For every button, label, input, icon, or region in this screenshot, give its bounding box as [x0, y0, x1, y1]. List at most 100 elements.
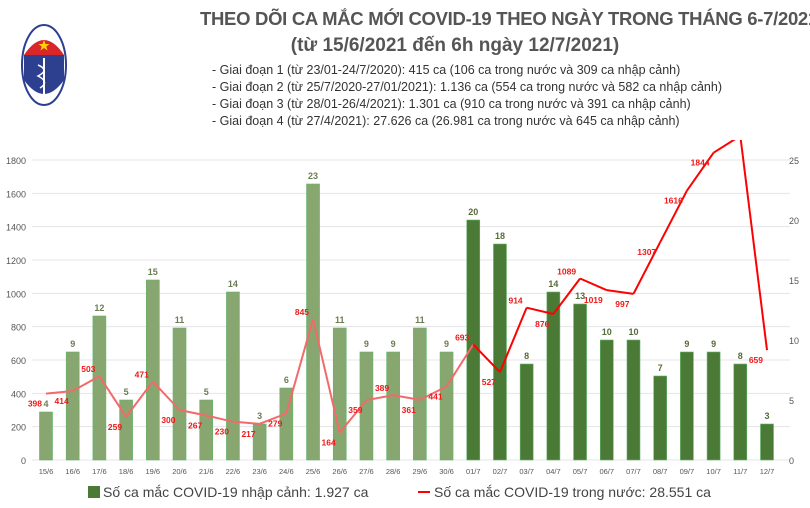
line-label: 217: [241, 429, 255, 439]
line-label: 1019: [584, 295, 603, 305]
bar: [146, 279, 160, 461]
left-axis-tick: 1600: [6, 189, 26, 199]
line-label: 527: [482, 377, 496, 387]
bar-label: 13: [575, 291, 585, 301]
left-axis-tick: 0: [21, 456, 26, 466]
x-axis-tick: 16/6: [65, 467, 80, 476]
line-label: 414: [55, 396, 69, 406]
phase-line: - Giai đoạn 4 (từ 27/4/2021): 27.626 ca …: [212, 114, 680, 128]
line-segment: [285, 318, 314, 414]
bar: [519, 363, 534, 461]
bar-label: 9: [391, 339, 396, 349]
line-segment: [366, 394, 394, 402]
line-segment: [713, 140, 736, 154]
line-label: 259: [108, 422, 122, 432]
bar-label: 9: [364, 339, 369, 349]
x-axis-tick: 09/7: [680, 467, 695, 476]
bar: [733, 363, 748, 461]
bar-label: 5: [124, 387, 129, 397]
bar-label: 7: [658, 363, 663, 373]
line-segment: [552, 277, 581, 315]
line-segment: [259, 412, 287, 425]
x-axis-tick: 30/6: [439, 467, 454, 476]
bar-label: 3: [257, 411, 262, 421]
line-label: 471: [135, 370, 149, 380]
bar-label: 4: [43, 399, 48, 409]
line-segment: [445, 343, 475, 388]
bar-label: 11: [415, 315, 425, 325]
line-label: 279: [268, 419, 282, 429]
bar: [226, 291, 240, 461]
bar: [706, 351, 721, 461]
ministry-of-health-logo: [21, 24, 67, 106]
bar: [279, 387, 294, 461]
line-segment: [312, 318, 341, 433]
bar-label: 11: [335, 315, 345, 325]
bar-label: 15: [148, 267, 158, 277]
line-segment: [739, 140, 768, 351]
right-axis-tick: 20: [789, 216, 799, 226]
line-segment: [179, 409, 207, 417]
bar-label: 8: [738, 351, 743, 361]
bar: [359, 351, 374, 461]
left-axis-tick: 600: [11, 356, 26, 366]
bar-label: 20: [468, 207, 478, 217]
x-axis-tick: 11/7: [733, 467, 747, 476]
line-label: 503: [81, 364, 95, 374]
line-segment: [392, 394, 421, 401]
x-axis-tick: 12/7: [760, 467, 775, 476]
legend-bar-swatch: [88, 486, 100, 498]
right-axis-tick: 5: [789, 396, 794, 406]
bar-label: 14: [228, 279, 238, 289]
line-label: 1307: [637, 247, 656, 257]
line-segment: [72, 375, 100, 392]
line-label: 230: [215, 427, 229, 437]
bar-label: 10: [602, 327, 612, 337]
line-label: 389: [375, 383, 389, 393]
phase-summary: - Giai đoạn 1 (từ 23/01-24/7/2020): 415 …: [212, 62, 722, 130]
phase-line: - Giai đoạn 3 (từ 28/01-26/4/2021): 1.30…: [212, 97, 691, 111]
x-axis-tick: 29/6: [413, 467, 428, 476]
bar: [680, 351, 694, 461]
x-axis-tick: 25/6: [306, 467, 321, 476]
bar: [599, 339, 614, 461]
bar: [413, 327, 427, 461]
line-segment: [125, 380, 154, 418]
left-axis-tick: 1000: [6, 289, 26, 299]
bar-label: 6: [284, 375, 289, 385]
x-axis-tick: 07/7: [626, 467, 641, 476]
bar: [573, 303, 587, 461]
x-axis-tick: 26/6: [332, 467, 347, 476]
bar: [386, 351, 400, 461]
line-label: 845: [295, 307, 309, 317]
line-segment: [686, 152, 715, 192]
line-segment: [499, 307, 528, 373]
line-label: 997: [615, 299, 629, 309]
x-axis-tick: 24/6: [279, 467, 294, 476]
left-axis-tick: 200: [11, 423, 26, 433]
x-axis-tick: 22/6: [226, 467, 241, 476]
line-segment: [419, 385, 448, 401]
x-axis-tick: 04/7: [546, 467, 561, 476]
right-axis-tick: 25: [789, 156, 799, 166]
x-axis-tick: 10/7: [706, 467, 721, 476]
legend-label: Số ca mắc COVID-19 trong nước: 28.551 ca: [434, 484, 711, 500]
line-segment: [526, 306, 554, 315]
x-axis-tick: 08/7: [653, 467, 668, 476]
line-segment: [205, 414, 234, 423]
left-axis-tick: 1400: [6, 223, 26, 233]
x-axis-tick: 19/6: [146, 467, 161, 476]
line-segment: [659, 190, 688, 243]
line-segment: [606, 289, 634, 295]
legend-line-swatch: [418, 491, 430, 493]
x-axis-tick: 23/6: [252, 467, 267, 476]
line-label: 361: [402, 405, 416, 415]
bar: [172, 327, 187, 461]
x-axis-tick: 06/7: [599, 467, 614, 476]
left-axis-tick: 400: [11, 389, 26, 399]
line-label: 1844: [691, 158, 710, 168]
chart-title: THEO DÕI CA MẮC MỚI COVID-19 THEO NGÀY T…: [200, 8, 810, 29]
right-axis-tick: 10: [789, 336, 799, 346]
line-label: 267: [188, 421, 202, 431]
line-segment: [152, 380, 181, 411]
